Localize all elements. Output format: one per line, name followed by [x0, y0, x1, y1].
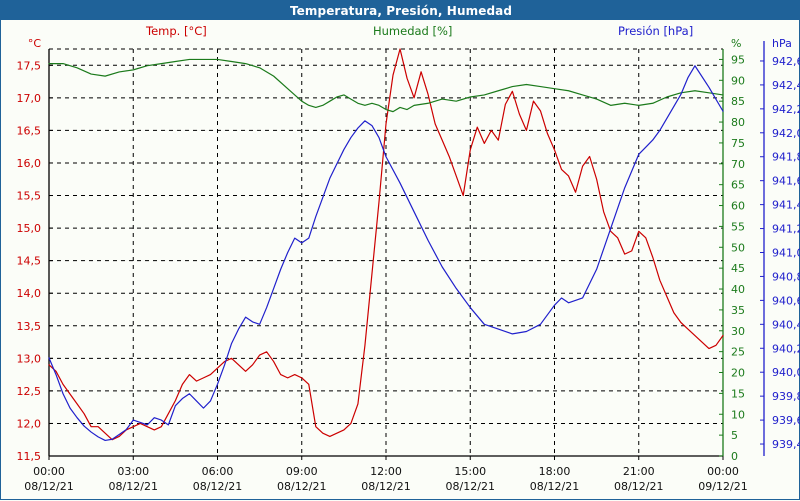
svg-text:08/12/21: 08/12/21: [361, 480, 410, 493]
svg-text:13,0: 13,0: [17, 352, 42, 365]
svg-text:08/12/21: 08/12/21: [530, 480, 579, 493]
svg-text:14,5: 14,5: [17, 255, 42, 268]
svg-text:942,00: 942,00: [772, 127, 800, 140]
svg-text:17,0: 17,0: [17, 92, 42, 105]
svg-text:21:00: 21:00: [623, 465, 655, 478]
svg-text:939,80: 939,80: [772, 390, 800, 403]
svg-text:939,60: 939,60: [772, 414, 800, 427]
svg-text:60: 60: [731, 200, 745, 213]
svg-text:12,5: 12,5: [17, 385, 42, 398]
svg-text:hPa: hPa: [772, 37, 792, 50]
svg-text:940,60: 940,60: [772, 294, 800, 307]
svg-text:09/12/21: 09/12/21: [698, 480, 747, 493]
svg-text:940,40: 940,40: [772, 318, 800, 331]
svg-text:941,40: 941,40: [772, 199, 800, 212]
svg-text:50: 50: [731, 241, 745, 254]
svg-text:08/12/21: 08/12/21: [614, 480, 663, 493]
svg-text:18:00: 18:00: [539, 465, 571, 478]
svg-text:941,80: 941,80: [772, 151, 800, 164]
svg-text:03:00: 03:00: [117, 465, 149, 478]
svg-text:14,0: 14,0: [17, 287, 42, 300]
svg-text:70: 70: [731, 158, 745, 171]
svg-text:20: 20: [731, 367, 745, 380]
svg-text:940,20: 940,20: [772, 342, 800, 355]
svg-text:16,0: 16,0: [17, 157, 42, 170]
svg-text:12:00: 12:00: [370, 465, 402, 478]
svg-text:17,5: 17,5: [17, 59, 42, 72]
svg-text:55: 55: [731, 220, 745, 233]
svg-text:15,5: 15,5: [17, 190, 42, 203]
svg-text:40: 40: [731, 283, 745, 296]
svg-text:75: 75: [731, 137, 745, 150]
svg-text:12,0: 12,0: [17, 417, 42, 430]
svg-text:942,40: 942,40: [772, 79, 800, 92]
axis-lines: [49, 41, 764, 460]
svg-text:08/12/21: 08/12/21: [446, 480, 495, 493]
svg-text:90: 90: [731, 74, 745, 87]
svg-text:30: 30: [731, 325, 745, 338]
svg-text:5: 5: [731, 429, 738, 442]
svg-text:942,20: 942,20: [772, 103, 800, 116]
svg-text:06:00: 06:00: [202, 465, 234, 478]
svg-text:10: 10: [731, 408, 745, 421]
svg-text:85: 85: [731, 95, 745, 108]
svg-text:16,5: 16,5: [17, 124, 42, 137]
svg-text:942,60: 942,60: [772, 55, 800, 68]
svg-text:45: 45: [731, 262, 745, 275]
svg-text:11,5: 11,5: [17, 450, 42, 463]
svg-text:940,80: 940,80: [772, 270, 800, 283]
svg-text:25: 25: [731, 346, 745, 359]
svg-text:08/12/21: 08/12/21: [277, 480, 326, 493]
svg-text:15: 15: [731, 387, 745, 400]
svg-text:00:00: 00:00: [707, 465, 739, 478]
svg-text:00:00: 00:00: [33, 465, 65, 478]
svg-text:941,00: 941,00: [772, 247, 800, 260]
svg-text:08/12/21: 08/12/21: [109, 480, 158, 493]
svg-text:80: 80: [731, 116, 745, 129]
svg-text:09:00: 09:00: [286, 465, 318, 478]
svg-text:%: %: [731, 37, 741, 50]
svg-text:939,40: 939,40: [772, 438, 800, 451]
svg-text:940,00: 940,00: [772, 366, 800, 379]
svg-text:35: 35: [731, 304, 745, 317]
svg-text:941,60: 941,60: [772, 175, 800, 188]
axis-tick-labels: °C 17,5 17,0 16,5 16,0 15,5 15,0 14,5 14,0 13,5 13…: [17, 37, 800, 463]
svg-text:0: 0: [731, 450, 738, 463]
svg-text:°C: °C: [28, 37, 42, 50]
svg-text:65: 65: [731, 179, 745, 192]
svg-text:15,0: 15,0: [17, 222, 42, 235]
svg-text:08/12/21: 08/12/21: [193, 480, 242, 493]
svg-text:941,20: 941,20: [772, 223, 800, 236]
svg-text:08/12/21: 08/12/21: [24, 480, 73, 493]
svg-text:13,5: 13,5: [17, 320, 42, 333]
x-axis-labels: 00:00 08/12/21 03:00 08/12/21 06:00 08/12/21 0…: [24, 465, 747, 493]
svg-text:95: 95: [731, 53, 745, 66]
svg-text:15:00: 15:00: [454, 465, 486, 478]
